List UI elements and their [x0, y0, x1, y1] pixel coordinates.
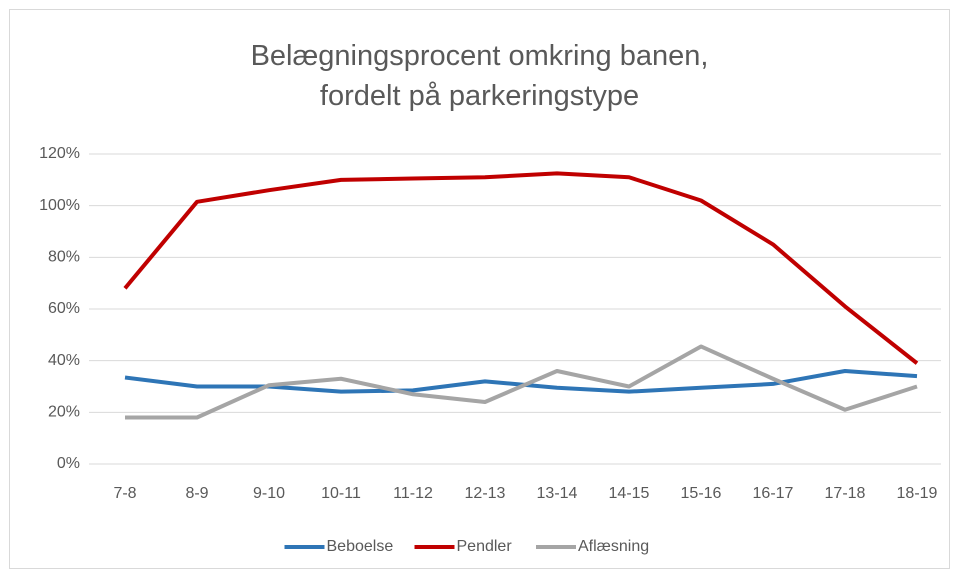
x-tick-label: 9-10 [253, 485, 285, 502]
x-tick-label: 7-8 [113, 485, 136, 502]
x-tick-label: 8-9 [185, 485, 208, 502]
y-tick-label: 60% [48, 300, 80, 317]
chart-title: Belægningsprocent omkring banen, fordelt… [250, 40, 709, 112]
y-tick-label: 0% [57, 455, 80, 472]
x-tick-label: 10-11 [321, 485, 361, 502]
y-tick-label: 120% [39, 145, 80, 162]
series-line [125, 344, 918, 420]
x-tick-label: 12-13 [465, 485, 506, 502]
legend-label: Aflæsning [578, 538, 649, 555]
x-tick-label: 11-12 [393, 485, 433, 502]
y-tick-label: 80% [48, 249, 80, 266]
legend-label: Beboelse [327, 538, 394, 555]
x-tick-label: 18-19 [897, 485, 938, 502]
y-tick-label: 20% [48, 404, 80, 421]
x-tick-label: 17-18 [825, 485, 866, 502]
legend-label: Pendler [457, 538, 513, 555]
x-tick-label: 16-17 [753, 485, 794, 502]
x-tick-label: 14-15 [609, 485, 650, 502]
x-tick-label: 15-16 [681, 485, 722, 502]
y-tick-label: 40% [48, 352, 80, 369]
chart-border [9, 9, 950, 569]
series-line [123, 171, 919, 365]
y-tick-label: 100% [39, 197, 80, 214]
x-tick-label: 13-14 [537, 485, 578, 502]
